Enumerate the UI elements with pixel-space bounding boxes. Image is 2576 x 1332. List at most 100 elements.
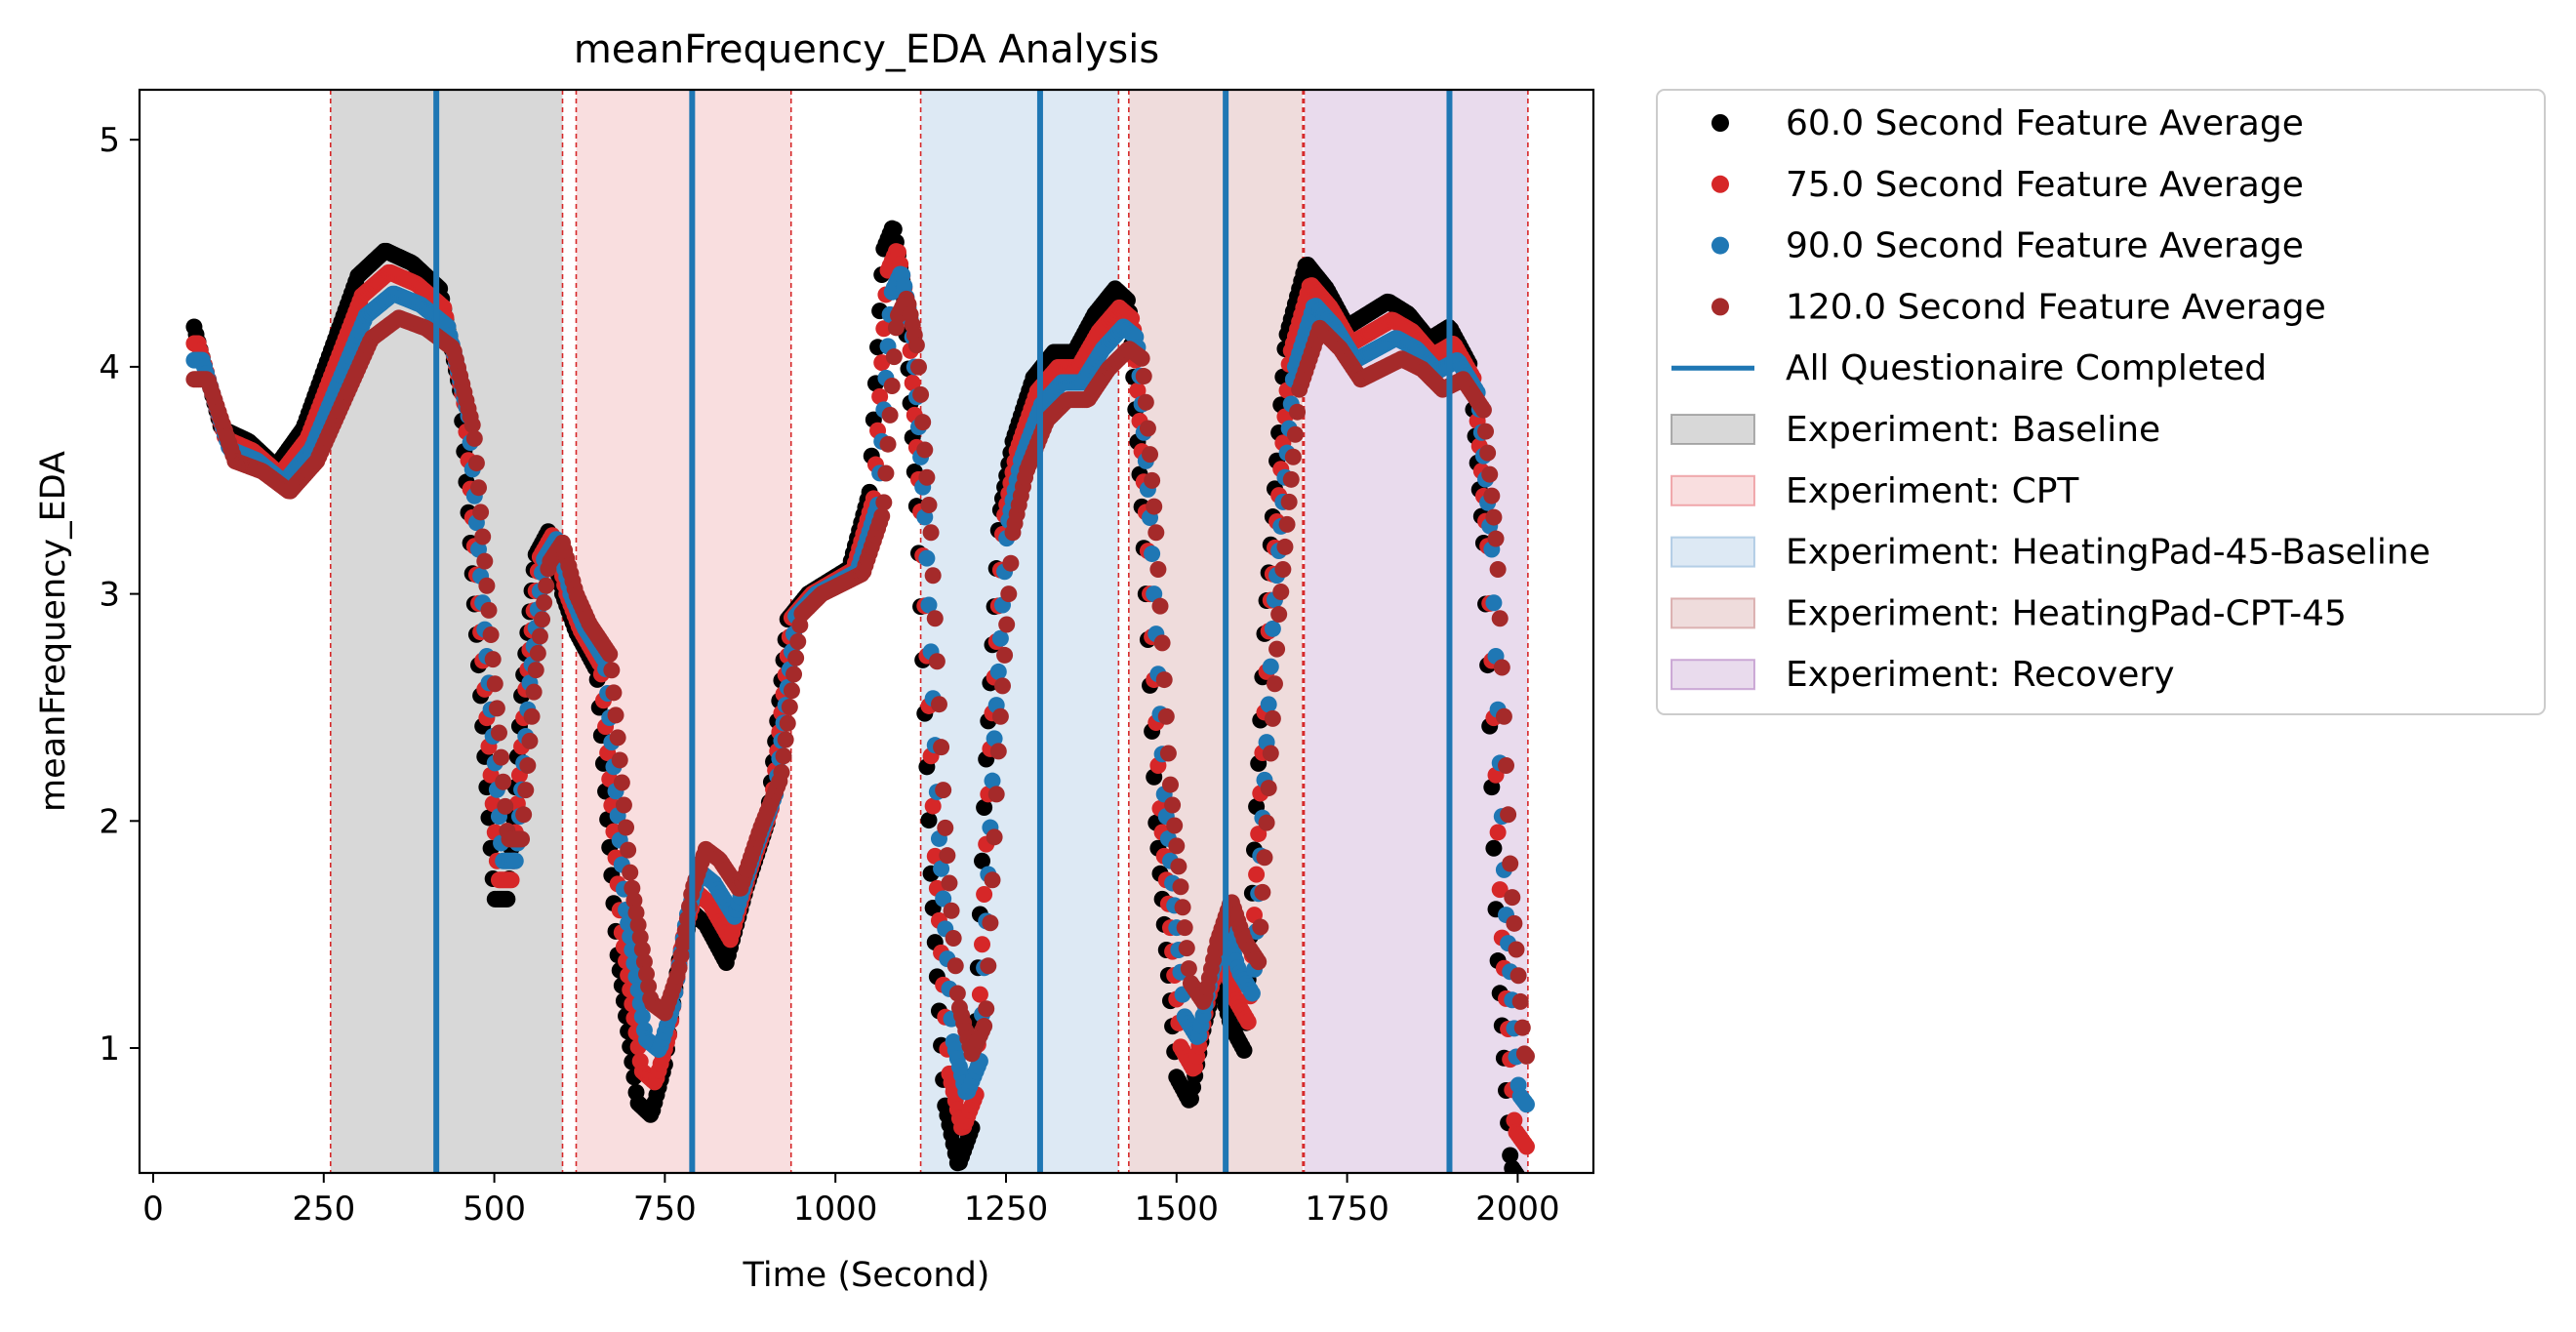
data-point: [916, 441, 934, 459]
data-point: [495, 773, 512, 790]
data-point: [1264, 620, 1281, 637]
data-point: [1282, 470, 1300, 488]
data-point: [635, 953, 653, 971]
data-point: [1504, 889, 1521, 907]
data-point: [1151, 597, 1169, 615]
data-point: [1489, 824, 1507, 841]
data-point: [531, 627, 548, 645]
legend-label: Experiment: Baseline: [1786, 410, 2160, 450]
x-tick-label-6: 1500: [1135, 1190, 1220, 1229]
data-point: [638, 965, 656, 983]
data-point: [1153, 634, 1171, 652]
data-point: [1502, 855, 1519, 872]
data-point: [1142, 446, 1159, 464]
data-point: [935, 782, 952, 799]
data-point: [783, 682, 800, 700]
data-point: [1252, 918, 1269, 936]
data-point: [914, 414, 932, 431]
data-point: [996, 646, 1014, 664]
data-point: [875, 320, 893, 338]
data-point: [474, 528, 492, 545]
data-point: [1235, 1041, 1253, 1059]
questionnaire-lines: [433, 90, 1453, 1173]
data-point: [1506, 914, 1523, 932]
data-point: [674, 935, 692, 952]
data-points: [185, 220, 1535, 1173]
data-point: [933, 860, 950, 877]
data-point: [1266, 675, 1283, 693]
data-point: [525, 683, 543, 701]
legend-marker: [1711, 175, 1729, 193]
data-point: [1174, 899, 1191, 916]
data-point: [1517, 1096, 1535, 1113]
data-point: [1248, 866, 1266, 883]
data-point: [1474, 401, 1492, 419]
data-point: [1172, 878, 1189, 896]
y-axis-ticks: 1 2 3 4 5: [99, 121, 140, 1069]
data-point: [1489, 560, 1507, 578]
data-point: [1491, 881, 1509, 899]
data-point: [1272, 584, 1290, 601]
x-tick-label-4: 1000: [793, 1190, 878, 1229]
x-axis-ticks: 0 250 500 750 1000 1250 1500 1750 2000: [142, 1173, 1560, 1229]
data-point: [1280, 493, 1298, 510]
y-tick-label-1: 2: [99, 802, 120, 841]
data-point: [993, 677, 1011, 695]
data-point: [490, 724, 507, 742]
data-point: [873, 507, 891, 525]
data-point: [640, 978, 658, 995]
data-point: [633, 941, 651, 958]
data-point: [515, 806, 533, 824]
data-point: [1239, 1013, 1257, 1030]
data-point: [519, 757, 537, 775]
legend-entry-3: 120.0 Second Feature Average: [1711, 287, 2326, 327]
data-point: [1517, 1138, 1535, 1155]
data-point: [1243, 985, 1261, 1002]
data-point: [670, 959, 688, 977]
data-point: [989, 663, 1007, 680]
data-point: [939, 847, 956, 865]
data-point: [998, 616, 1016, 633]
data-point: [480, 601, 498, 619]
phase-band-2: [920, 90, 1119, 1173]
data-point: [971, 986, 988, 1003]
data-point: [605, 684, 623, 702]
data-point: [946, 957, 964, 975]
legend: 60.0 Second Feature Average 75.0 Second F…: [1656, 89, 2546, 715]
data-point: [521, 732, 539, 749]
y-tick-label-4: 5: [99, 121, 120, 160]
data-point: [486, 675, 503, 693]
legend-marker: [1670, 474, 1755, 506]
data-point: [463, 416, 481, 433]
data-point: [976, 799, 993, 817]
data-point: [1284, 448, 1302, 465]
data-point: [918, 549, 936, 567]
data-point: [478, 577, 496, 594]
data-point: [1477, 423, 1495, 440]
data-point: [987, 786, 1005, 803]
data-point: [538, 577, 555, 594]
data-point: [875, 494, 893, 511]
data-point: [1180, 960, 1197, 978]
data-point: [877, 464, 895, 482]
data-point: [467, 455, 485, 472]
data-point: [603, 662, 621, 679]
data-point: [1254, 883, 1271, 901]
data-point: [534, 611, 551, 628]
data-point: [506, 852, 524, 869]
data-point: [1485, 594, 1503, 612]
phase-band-1: [576, 90, 791, 1173]
x-tick-label-2: 500: [463, 1190, 526, 1229]
data-point: [935, 890, 952, 908]
legend-entry-2: 90.0 Second Feature Average: [1711, 226, 2304, 266]
data-point: [1164, 796, 1182, 814]
data-point: [779, 714, 796, 732]
chart-title: meanFrequency_EDA Analysis: [574, 27, 1159, 72]
legend-marker: [1711, 298, 1729, 316]
data-point: [529, 644, 546, 662]
legend-entry-1: 75.0 Second Feature Average: [1711, 165, 2304, 205]
data-point: [991, 707, 1009, 725]
data-point: [885, 221, 903, 238]
data-point: [989, 743, 1007, 760]
data-point: [1491, 610, 1509, 627]
